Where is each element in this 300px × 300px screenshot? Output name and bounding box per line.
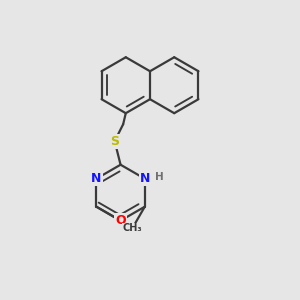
Text: N: N [91, 172, 101, 185]
Text: H: H [154, 172, 163, 182]
Text: CH₃: CH₃ [122, 224, 142, 233]
Text: S: S [110, 135, 119, 148]
Text: O: O [115, 214, 126, 227]
Text: N: N [140, 172, 150, 185]
